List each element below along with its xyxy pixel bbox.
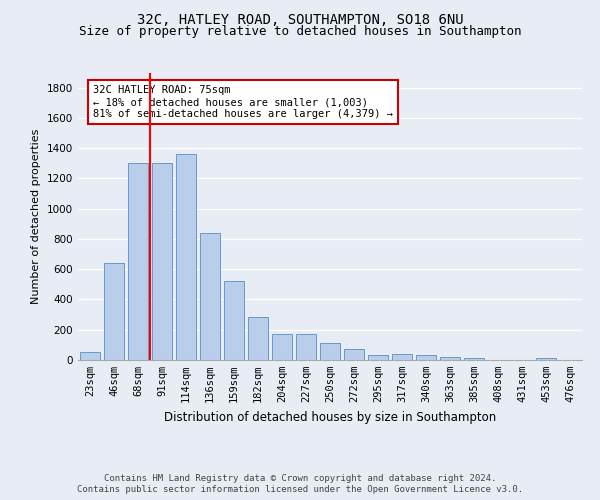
Bar <box>224 280 244 360</box>
Bar <box>80 352 100 360</box>
Bar <box>200 233 220 360</box>
Bar <box>320 344 340 360</box>
Y-axis label: Number of detached properties: Number of detached properties <box>31 128 41 304</box>
Bar <box>440 357 460 360</box>
Bar <box>416 354 436 360</box>
Text: 32C, HATLEY ROAD, SOUTHAMPTON, SO18 6NU: 32C, HATLEY ROAD, SOUTHAMPTON, SO18 6NU <box>137 12 463 26</box>
Text: 32C HATLEY ROAD: 75sqm
← 18% of detached houses are smaller (1,003)
81% of semi-: 32C HATLEY ROAD: 75sqm ← 18% of detached… <box>93 86 393 118</box>
Bar <box>296 334 316 360</box>
Text: Contains HM Land Registry data © Crown copyright and database right 2024.
Contai: Contains HM Land Registry data © Crown c… <box>77 474 523 494</box>
Bar <box>464 358 484 360</box>
Bar <box>392 354 412 360</box>
Bar <box>344 350 364 360</box>
Bar <box>536 358 556 360</box>
Text: Size of property relative to detached houses in Southampton: Size of property relative to detached ho… <box>79 25 521 38</box>
Bar <box>176 154 196 360</box>
Bar <box>128 164 148 360</box>
Bar <box>152 162 172 360</box>
Bar <box>248 317 268 360</box>
Bar <box>368 354 388 360</box>
X-axis label: Distribution of detached houses by size in Southampton: Distribution of detached houses by size … <box>164 410 496 424</box>
Bar <box>272 334 292 360</box>
Bar <box>104 263 124 360</box>
